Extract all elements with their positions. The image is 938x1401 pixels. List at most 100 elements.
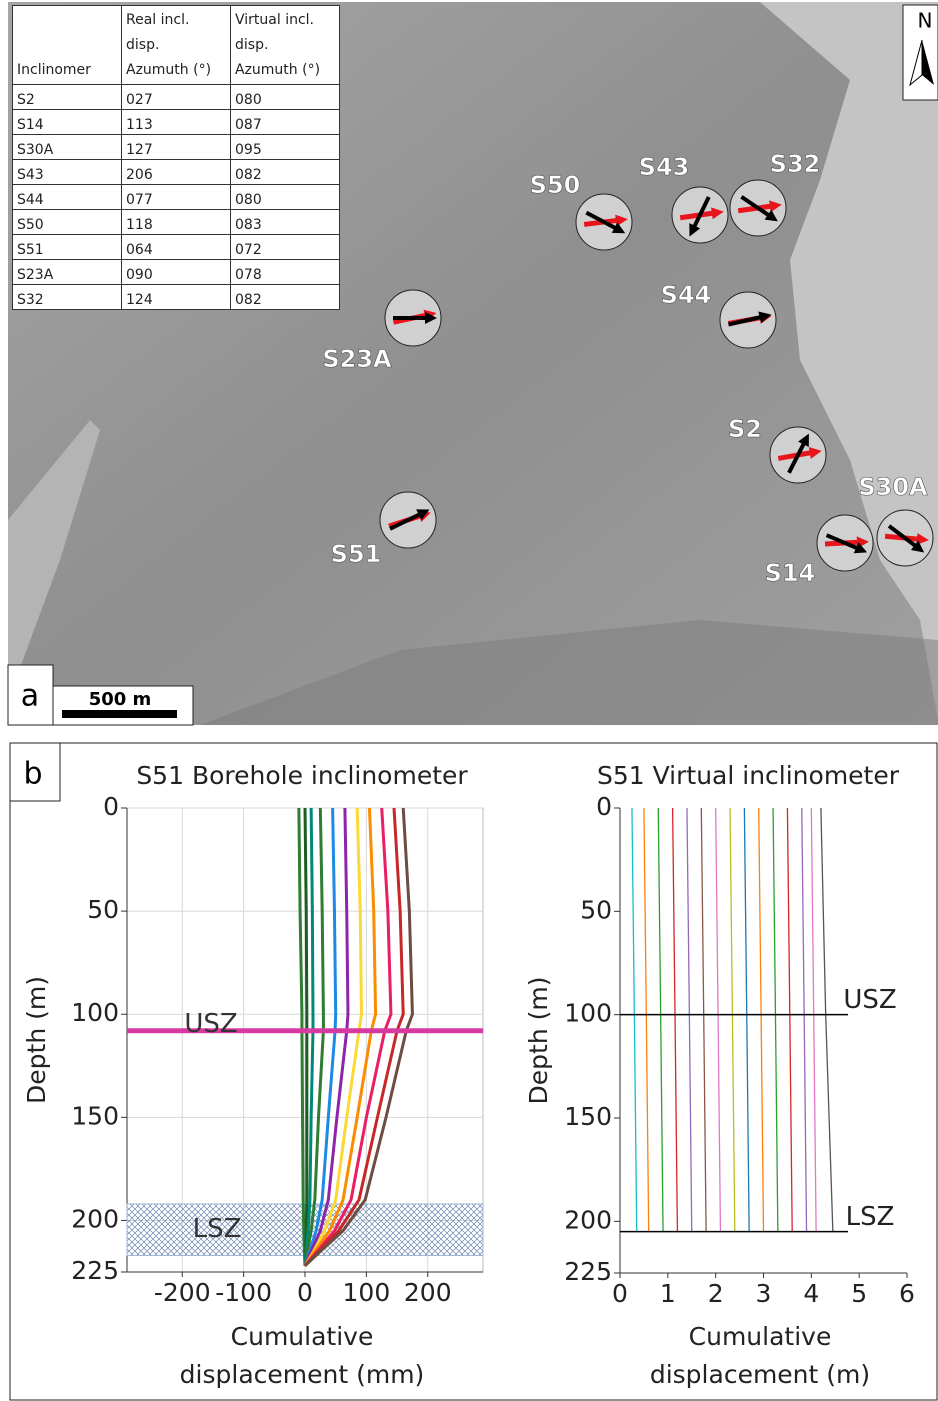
profile-line: [715, 807, 722, 1232]
x-tick-label: 1: [660, 1279, 676, 1308]
x-axis-label: Cumulative displacement (mm): [179, 1322, 425, 1389]
scale-label: 500 m: [89, 689, 152, 710]
x-tick-label: 100: [343, 1278, 391, 1307]
annotation-label: LSZ: [193, 1214, 242, 1244]
table-row: S14 113 087: [12, 109, 340, 135]
table-cell: S50: [12, 209, 122, 235]
displacement-arrow: [740, 195, 773, 219]
arrow-head: [611, 222, 626, 234]
table-cell: 027: [121, 84, 231, 110]
y-tick-label: 100: [71, 998, 119, 1027]
table-cell: 090: [121, 259, 231, 285]
y-tick-label: 225: [71, 1256, 119, 1285]
displacement-arrow: [585, 210, 620, 232]
table-cell: S44: [12, 184, 122, 210]
arrow-head: [689, 223, 701, 237]
table-header: Inclinomer: [12, 5, 122, 85]
table-cell: 124: [121, 284, 231, 310]
table-cell: S43: [12, 159, 122, 185]
table-cell: 077: [121, 184, 231, 210]
station-label: S44: [661, 281, 712, 309]
profile-line: [303, 807, 350, 1267]
profile-line: [729, 807, 736, 1232]
arrow-head: [758, 311, 772, 324]
table-cell: 064: [121, 234, 231, 260]
table-cell: 072: [230, 234, 340, 260]
profile-line: [820, 807, 834, 1232]
y-axis-label: Depth (m): [22, 976, 51, 1104]
terrain-shade: [8, 420, 100, 700]
table-cell: S30A: [12, 134, 122, 160]
table-cell: S32: [12, 284, 122, 310]
profile-line: [657, 807, 664, 1232]
x-tick-label: 2: [708, 1279, 724, 1308]
table-row: S30A 127 095: [12, 134, 340, 160]
panel-b-frame: [9, 742, 938, 1401]
annotation-label: USZ: [184, 1009, 237, 1039]
station-label: S14: [765, 559, 816, 587]
profile-line: [303, 807, 325, 1267]
arrow-head: [808, 447, 822, 459]
table-header: Real incl. disp. Azumuth (°): [121, 5, 231, 85]
station-label: S2: [728, 415, 762, 443]
panel-label-box: [9, 742, 61, 802]
table-row: S50 118 083: [12, 209, 340, 235]
chart-title: S51 Virtual inclinometer: [597, 761, 900, 790]
arrow-head: [910, 540, 925, 553]
displacement-arrow: [825, 533, 861, 552]
profile-line: [297, 807, 307, 1266]
profile-line: [303, 807, 363, 1267]
arrow-head: [711, 207, 724, 220]
x-tick-label: -100: [215, 1278, 272, 1307]
scale-box: [52, 685, 194, 726]
station-label: S51: [331, 540, 382, 568]
profile-line: [303, 807, 414, 1267]
profile-line: [786, 807, 793, 1232]
table-cell: S51: [12, 234, 122, 260]
profile-line: [303, 807, 378, 1267]
table-row: S2 027 080: [12, 84, 340, 110]
north-label: N: [918, 9, 933, 33]
station-label: S23A: [322, 345, 392, 373]
table-cell: 078: [230, 259, 340, 285]
table-cell: 087: [230, 109, 340, 135]
scale-bar: [62, 710, 177, 718]
table-row: S43 206 082: [12, 159, 340, 185]
table-row: S44 077 080: [12, 184, 340, 210]
table-cell: 095: [230, 134, 340, 160]
y-tick-label: 200: [71, 1204, 119, 1233]
displacement-arrow: [389, 511, 424, 531]
x-tick-label: 0: [612, 1279, 628, 1308]
displacement-arrow: [728, 314, 765, 327]
profile-line: [686, 807, 693, 1232]
table-cell: 127: [121, 134, 231, 160]
arrow-head: [764, 209, 778, 222]
station-label: S32: [770, 150, 821, 178]
arrow-head: [769, 200, 782, 213]
annotation-label: LSZ: [846, 1202, 895, 1232]
x-tick-label: 4: [803, 1279, 819, 1308]
x-tick-label: -200: [154, 1278, 211, 1307]
profile-line: [303, 807, 393, 1267]
panel-label: b: [23, 757, 42, 792]
north-arrow: [909, 39, 923, 87]
profile-line: [758, 807, 765, 1232]
profile-line: [801, 807, 808, 1232]
y-tick-label: 100: [564, 999, 612, 1028]
annotation-label: USZ: [843, 985, 896, 1015]
x-axis-label: Cumulative displacement (m): [649, 1322, 871, 1389]
table-cell: 080: [230, 84, 340, 110]
arrow-head: [416, 509, 430, 521]
table-cell: 118: [121, 209, 231, 235]
y-tick-label: 50: [580, 895, 612, 924]
panel-label-box: [7, 664, 54, 726]
north-arrow: [922, 40, 934, 85]
table-cell: 082: [230, 284, 340, 310]
profile-line: [772, 807, 779, 1232]
profile-line: [700, 807, 707, 1232]
x-tick-label: 5: [851, 1279, 867, 1308]
table-row: S23A 090 078: [12, 259, 340, 285]
table-cell: 113: [121, 109, 231, 135]
